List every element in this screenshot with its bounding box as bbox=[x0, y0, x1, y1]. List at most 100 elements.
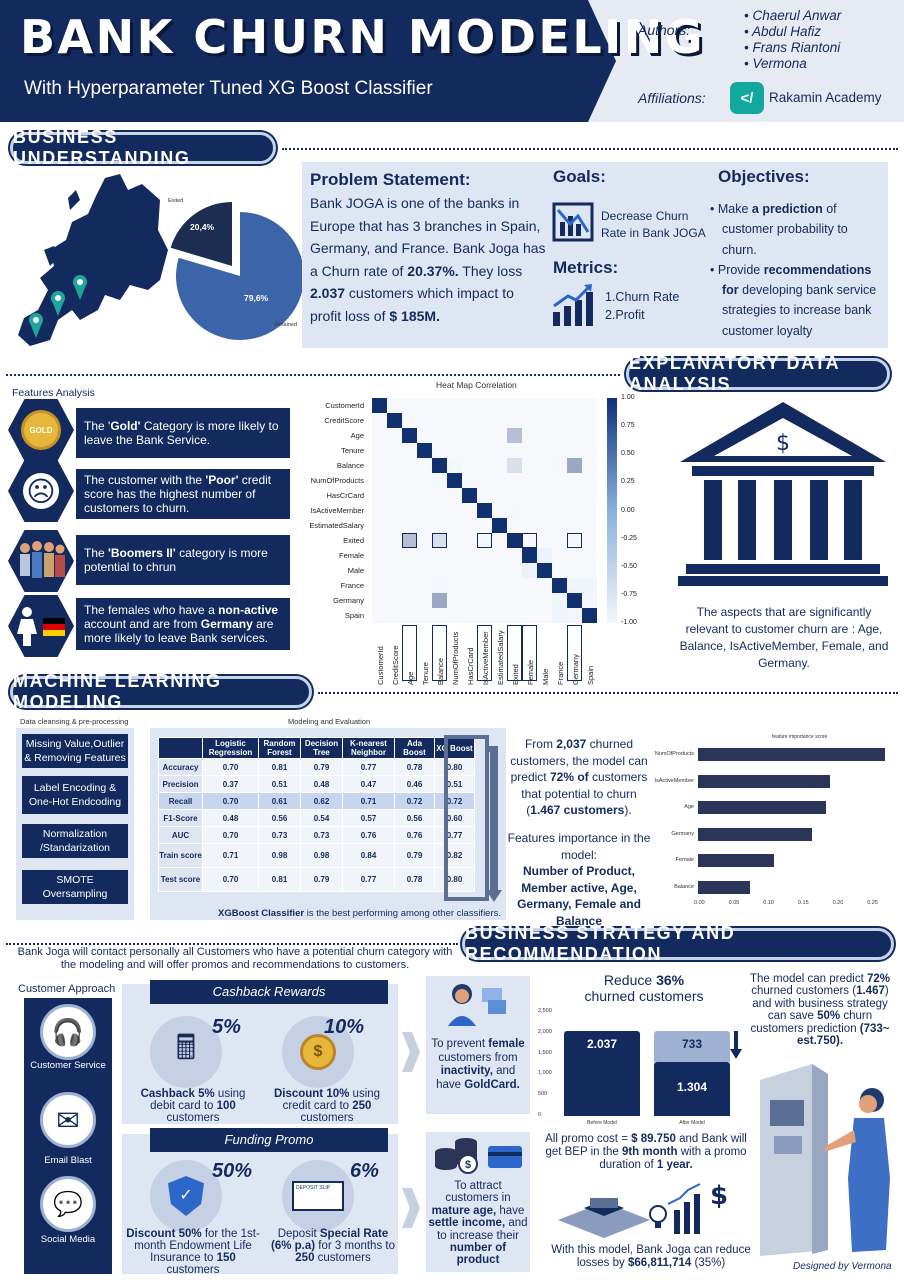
heatmap-cell bbox=[447, 473, 462, 488]
heatmap-cell bbox=[462, 608, 477, 623]
colorbar-tick: -0.50 bbox=[621, 562, 637, 570]
churn-pie-chart bbox=[170, 202, 304, 340]
fi-label: Age bbox=[684, 804, 694, 810]
heatmap-cell bbox=[447, 413, 462, 428]
heatmap-cell bbox=[372, 593, 387, 608]
heatmap-cell bbox=[507, 608, 522, 623]
table-cell: 0.46 bbox=[394, 775, 435, 793]
insurance-shield-icon: ✓ bbox=[150, 1160, 222, 1232]
svg-text:$: $ bbox=[710, 1181, 728, 1211]
header-subtitle: With Hyperparameter Tuned XG Boost Class… bbox=[24, 78, 433, 99]
reduce-title: Reduce 36% churned customers bbox=[584, 972, 704, 1004]
discount-text: Discount 10% using credit card to 250 cu… bbox=[273, 1088, 381, 1124]
growth-bank-icon: $ bbox=[558, 1181, 728, 1238]
authors-list: • Chaerul Anwar • Abdul Hafiz • Frans Ri… bbox=[744, 8, 841, 72]
xgboost-highlight bbox=[444, 735, 489, 901]
atm-woman-icon bbox=[760, 1064, 890, 1256]
table-cell: 0.81 bbox=[258, 758, 301, 776]
heatmap-cell bbox=[447, 488, 462, 503]
heatmap-cell bbox=[492, 473, 507, 488]
features-title: Features Analysis bbox=[12, 387, 95, 399]
heatmap-cell bbox=[447, 428, 462, 443]
target-female-text: To prevent female customers from inactiv… bbox=[431, 1038, 525, 1091]
heatmap-cell bbox=[447, 518, 462, 533]
table-row: Accuracy 0.70 0.81 0.79 0.77 0.78 0.80 bbox=[158, 758, 475, 776]
heatmap-cell bbox=[552, 593, 567, 608]
heatmap-cell bbox=[477, 443, 492, 458]
heatmap-cell bbox=[567, 518, 582, 533]
heatmap-cell bbox=[477, 578, 492, 593]
goals-title: Goals: bbox=[553, 167, 606, 186]
heatmap-cell bbox=[582, 548, 597, 563]
affiliations-label: Affiliations: bbox=[638, 90, 706, 106]
heatmap-cell bbox=[522, 458, 537, 473]
heatmap-row-label: Spain bbox=[344, 611, 364, 620]
heatmap-cell bbox=[507, 443, 522, 458]
heatmap-col-label: NumOfProducts bbox=[451, 631, 460, 685]
section-strategy: BUSINESS STRATEGY AND RECOMMENDATION bbox=[462, 923, 894, 964]
heatmap-cell bbox=[522, 548, 537, 563]
heatmap-cell bbox=[372, 473, 387, 488]
table-cell: 0.76 bbox=[342, 826, 395, 844]
heatmap-label-highlight bbox=[522, 625, 537, 681]
heatmap-cell bbox=[507, 503, 522, 518]
heatmap-cell bbox=[582, 443, 597, 458]
heatmap-cell bbox=[507, 413, 522, 428]
heatmap-col-label: Spain bbox=[586, 665, 595, 685]
heatmap-cell bbox=[552, 488, 567, 503]
table-cell: 0.78 bbox=[394, 758, 435, 776]
heatmap-row-label: Tenure bbox=[341, 446, 364, 455]
female-germany-icon bbox=[8, 594, 74, 658]
heatmap-cell bbox=[477, 533, 492, 548]
heatmap-col-label: CreditScore bbox=[391, 645, 400, 685]
heatmap-cell bbox=[447, 608, 462, 623]
fi-label: Balance bbox=[674, 883, 694, 890]
goals-text: Decrease Churn Rate in Bank JOGA bbox=[601, 209, 706, 240]
table-header: Decision Tree bbox=[300, 737, 343, 759]
heatmap-cell bbox=[552, 428, 567, 443]
fi-tick: 0.15 bbox=[797, 900, 809, 906]
heatmap-cell bbox=[462, 413, 477, 428]
heatmap-cell bbox=[492, 428, 507, 443]
target-panel-female bbox=[426, 976, 530, 1114]
heatmap-cell bbox=[462, 593, 477, 608]
heatmap-cell bbox=[387, 563, 402, 578]
heatmap-cell bbox=[402, 548, 417, 563]
heatmap-cell bbox=[402, 608, 417, 623]
heatmap-cell bbox=[567, 428, 582, 443]
channel-label: Customer Service bbox=[30, 1060, 106, 1071]
heatmap-cell bbox=[537, 503, 552, 518]
heatmap-cell bbox=[522, 593, 537, 608]
row-header: F1-Score bbox=[158, 809, 203, 827]
channel-label: Email Blast bbox=[44, 1155, 92, 1166]
social-media-icon: 💬 bbox=[40, 1176, 96, 1232]
fi-bar bbox=[698, 827, 813, 841]
map-pin-icon bbox=[51, 291, 65, 316]
fi-tick: 0.00 bbox=[694, 900, 705, 906]
problem-title: Problem Statement: bbox=[310, 170, 471, 189]
heatmap-cell bbox=[462, 563, 477, 578]
heatmap-cell bbox=[402, 503, 417, 518]
heatmap-cell bbox=[372, 533, 387, 548]
europe-map-icon bbox=[18, 174, 168, 346]
promo-cost-text: All promo cost = $ 89.750 and Bank will … bbox=[545, 1133, 747, 1171]
heatmap-col-label: Tenure bbox=[421, 662, 430, 685]
sad-face-icon: ☹ bbox=[8, 459, 74, 523]
heatmap-cell bbox=[552, 608, 567, 623]
feature-card-poor: The customer with the 'Poor' credit scor… bbox=[76, 469, 290, 519]
table-cell: 0.71 bbox=[202, 843, 259, 868]
colorbar-tick: 0.25 bbox=[621, 478, 635, 486]
heatmap-cell bbox=[537, 533, 552, 548]
metric-item: 1.Churn Rate bbox=[605, 290, 680, 304]
author-item: • Vermona bbox=[744, 56, 807, 71]
heatmap-cell bbox=[417, 578, 432, 593]
heatmap-cell bbox=[387, 398, 402, 413]
heatmap-cell bbox=[537, 518, 552, 533]
discount-percent: 10% bbox=[324, 1016, 365, 1038]
heatmap-cell bbox=[567, 548, 582, 563]
table-cell: 0.77 bbox=[342, 758, 395, 776]
reduce-bar-saved bbox=[654, 1031, 730, 1062]
heatmap-cell bbox=[537, 398, 552, 413]
down-arrow-icon bbox=[486, 746, 502, 902]
table-cell: 0.48 bbox=[300, 775, 343, 793]
